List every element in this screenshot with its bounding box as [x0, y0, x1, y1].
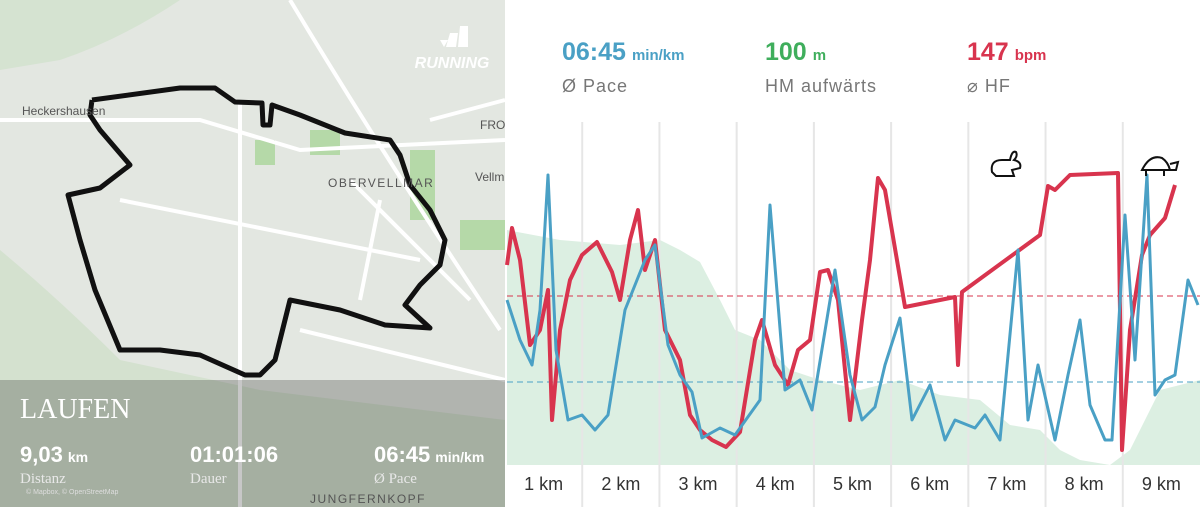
x-label: 9 km	[1142, 474, 1181, 494]
rabbit-icon	[990, 150, 1022, 177]
stat-label: Dauer	[190, 471, 227, 487]
hr-line	[505, 171, 1177, 452]
summary-label: Ø Pace	[562, 76, 628, 96]
elevation-area	[507, 230, 1200, 465]
stat-label: Distanz	[20, 471, 66, 487]
summary-unit: m	[813, 47, 826, 64]
map	[0, 0, 506, 507]
place: Heckershausen	[22, 104, 105, 118]
x-label: 8 km	[1065, 474, 1104, 494]
summary-value: 147	[967, 38, 1009, 66]
chart	[505, 122, 1200, 507]
place: JUNGFERNKOPF	[310, 492, 426, 506]
attribution: © Mapbox, © OpenStreetMap	[26, 488, 119, 496]
summary-label: HM aufwärts	[765, 76, 877, 96]
brand: RUNNING	[415, 55, 490, 72]
stat-value: 06:45	[374, 442, 430, 467]
summary-label: ⌀ HF	[967, 76, 1011, 96]
x-label: 2 km	[601, 474, 640, 494]
stat-unit: min/km	[435, 449, 484, 465]
x-labels: 1 km 2 km 3 km 4 km 5 km 6 km 7 km 8 km 9 km	[524, 474, 1181, 494]
place: FRO	[480, 118, 505, 132]
x-label: 4 km	[756, 474, 795, 494]
activity-title: LAUFEN	[20, 394, 130, 425]
x-label: 1 km	[524, 474, 563, 494]
x-label: 6 km	[910, 474, 949, 494]
stat-value: 01:01:06	[190, 442, 278, 467]
x-label: 5 km	[833, 474, 872, 494]
summary: 06:45 min/kmØ Pace 100 m HM aufwärts 147 bpm⌀ …	[562, 38, 1046, 96]
place: Vellm	[475, 170, 504, 184]
summary-unit: bpm	[1015, 47, 1047, 64]
summary-value: 100	[765, 38, 807, 66]
stat-unit: km	[68, 449, 88, 465]
x-label: 3 km	[679, 474, 718, 494]
stat-label: Ø Pace	[374, 471, 417, 487]
stat-value: 9,03	[20, 442, 63, 467]
turtle-icon	[1140, 156, 1180, 176]
x-label: 7 km	[987, 474, 1026, 494]
summary-unit: min/km	[632, 47, 685, 64]
summary-value: 06:45	[562, 38, 626, 66]
place: OBERVELLMAR	[328, 176, 434, 190]
pace-line	[505, 173, 1200, 442]
